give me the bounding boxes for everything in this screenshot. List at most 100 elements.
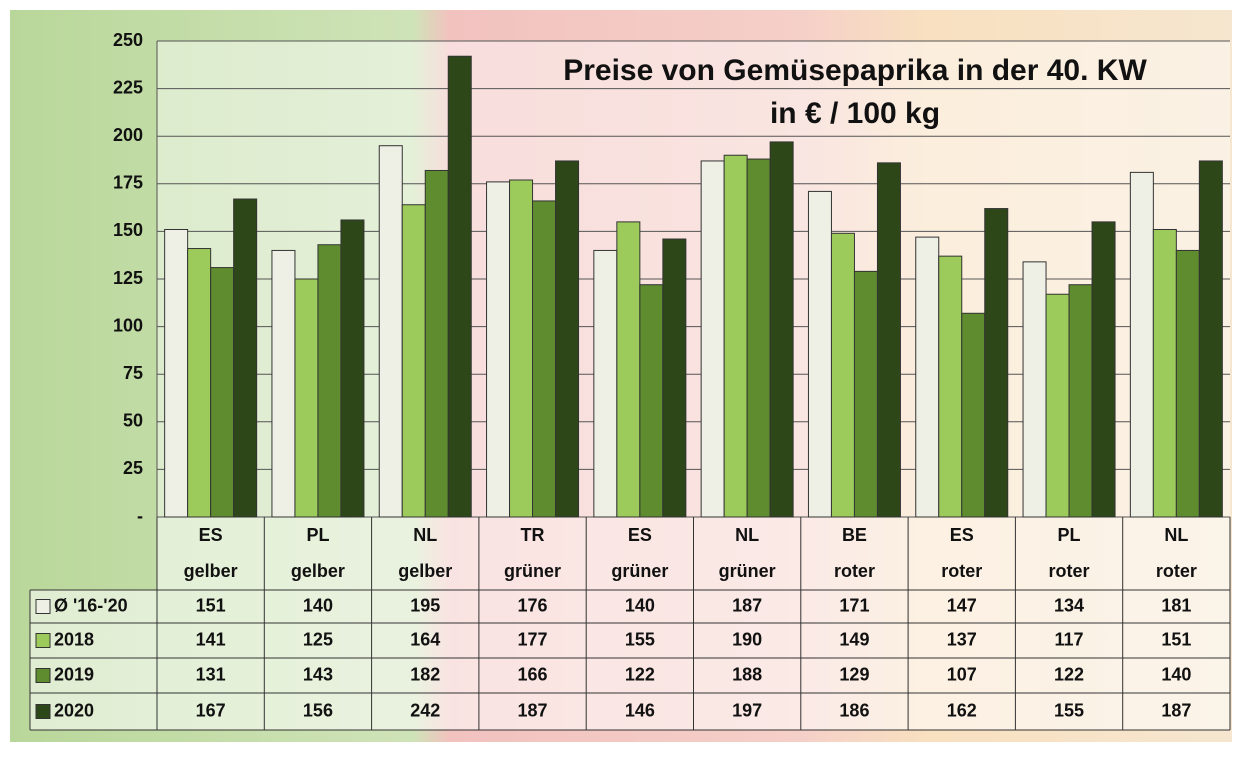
bar (532, 200, 557, 518)
x-tick-label: BE (842, 525, 867, 545)
table-value: 177 (518, 629, 548, 649)
y-tick-label: 50 (123, 411, 143, 431)
y-tick-label: 250 (113, 30, 143, 50)
legend-swatch (35, 704, 51, 719)
bar (876, 162, 901, 518)
table-value: 166 (518, 664, 548, 684)
table-value: 155 (625, 629, 655, 649)
bar (1129, 171, 1154, 518)
table-value: 187 (518, 700, 548, 720)
table-value: 140 (1161, 664, 1191, 684)
bar (340, 219, 365, 518)
x-tick-label: roter (941, 561, 982, 581)
table-value: 129 (839, 664, 869, 684)
bar (164, 228, 189, 518)
table-value: 146 (625, 700, 655, 720)
x-tick-label: ES (199, 525, 223, 545)
bar (1045, 293, 1070, 518)
bar (187, 248, 212, 518)
y-tick-label: 75 (123, 363, 143, 383)
legend-label: 2019 (54, 664, 94, 684)
y-tick-label: 225 (113, 77, 143, 97)
y-tick-label: - (137, 506, 143, 526)
bar (938, 255, 963, 518)
x-tick-label: roter (1049, 561, 1090, 581)
bar (723, 154, 748, 518)
legend-swatch (35, 668, 51, 683)
y-tick-label: 25 (123, 458, 143, 478)
bar (984, 208, 1009, 518)
table-value: 164 (410, 629, 440, 649)
table-value: 137 (947, 629, 977, 649)
y-tick-label: 150 (113, 220, 143, 240)
x-tick-label: NL (413, 525, 437, 545)
table-value: 186 (839, 700, 869, 720)
bar (1198, 160, 1223, 518)
bar (853, 270, 878, 518)
chart-subtitle: in € / 100 kg (770, 97, 940, 130)
table-value: 143 (303, 664, 333, 684)
bar (830, 232, 855, 518)
bar (639, 284, 664, 518)
table-value: 134 (1054, 595, 1084, 615)
table-value: 122 (1054, 664, 1084, 684)
bar (317, 244, 342, 518)
table-value: 182 (410, 664, 440, 684)
bar (961, 312, 986, 518)
x-tick-label: NL (1164, 525, 1188, 545)
x-tick-label: TR (521, 525, 545, 545)
x-tick-label: gelber (291, 561, 345, 581)
table-value: 131 (196, 664, 226, 684)
bar (509, 179, 534, 518)
table-value: 167 (196, 700, 226, 720)
table-value: 140 (303, 595, 333, 615)
x-tick-label: ES (950, 525, 974, 545)
table-value: 151 (196, 595, 226, 615)
table-value: 197 (732, 700, 762, 720)
x-tick-label: grüner (719, 561, 776, 581)
bar (915, 236, 940, 518)
table-value: 141 (196, 629, 226, 649)
table-value: 151 (1161, 629, 1191, 649)
x-tick-label: grüner (504, 561, 561, 581)
table-value: 187 (1161, 700, 1191, 720)
bar (486, 181, 511, 518)
bar (593, 249, 618, 518)
legend-area (30, 590, 157, 730)
table-value: 149 (839, 629, 869, 649)
bar (1091, 221, 1116, 518)
bar (616, 221, 641, 518)
bar (271, 249, 296, 518)
table-value: 107 (947, 664, 977, 684)
table-value: 195 (410, 595, 440, 615)
table-value: 117 (1055, 629, 1084, 649)
x-tick-label: NL (735, 525, 759, 545)
legend-label: Ø '16-'20 (54, 595, 128, 615)
bar (807, 190, 832, 518)
bar (401, 204, 426, 518)
legend-swatch (35, 599, 51, 614)
table-value: 140 (625, 595, 655, 615)
y-tick-label: 125 (113, 268, 143, 288)
bar (1068, 284, 1093, 518)
table-value: 190 (732, 629, 762, 649)
x-tick-label: PL (1058, 525, 1081, 545)
bar (555, 160, 580, 518)
legend-label: 2020 (54, 700, 94, 720)
table-value: 162 (947, 700, 977, 720)
table-value: 171 (839, 595, 869, 615)
bar (769, 141, 794, 518)
bar (1152, 228, 1177, 518)
x-tick-label: gelber (184, 561, 238, 581)
bar (662, 238, 687, 518)
table-value: 181 (1161, 595, 1191, 615)
bar (1022, 261, 1047, 518)
y-tick-label: 100 (113, 315, 143, 335)
legend-label: 2018 (54, 629, 94, 649)
y-tick-label: 175 (113, 173, 143, 193)
bar (233, 198, 258, 518)
x-tick-label: roter (1156, 561, 1197, 581)
bar (294, 278, 319, 518)
x-tick-label: PL (306, 525, 329, 545)
